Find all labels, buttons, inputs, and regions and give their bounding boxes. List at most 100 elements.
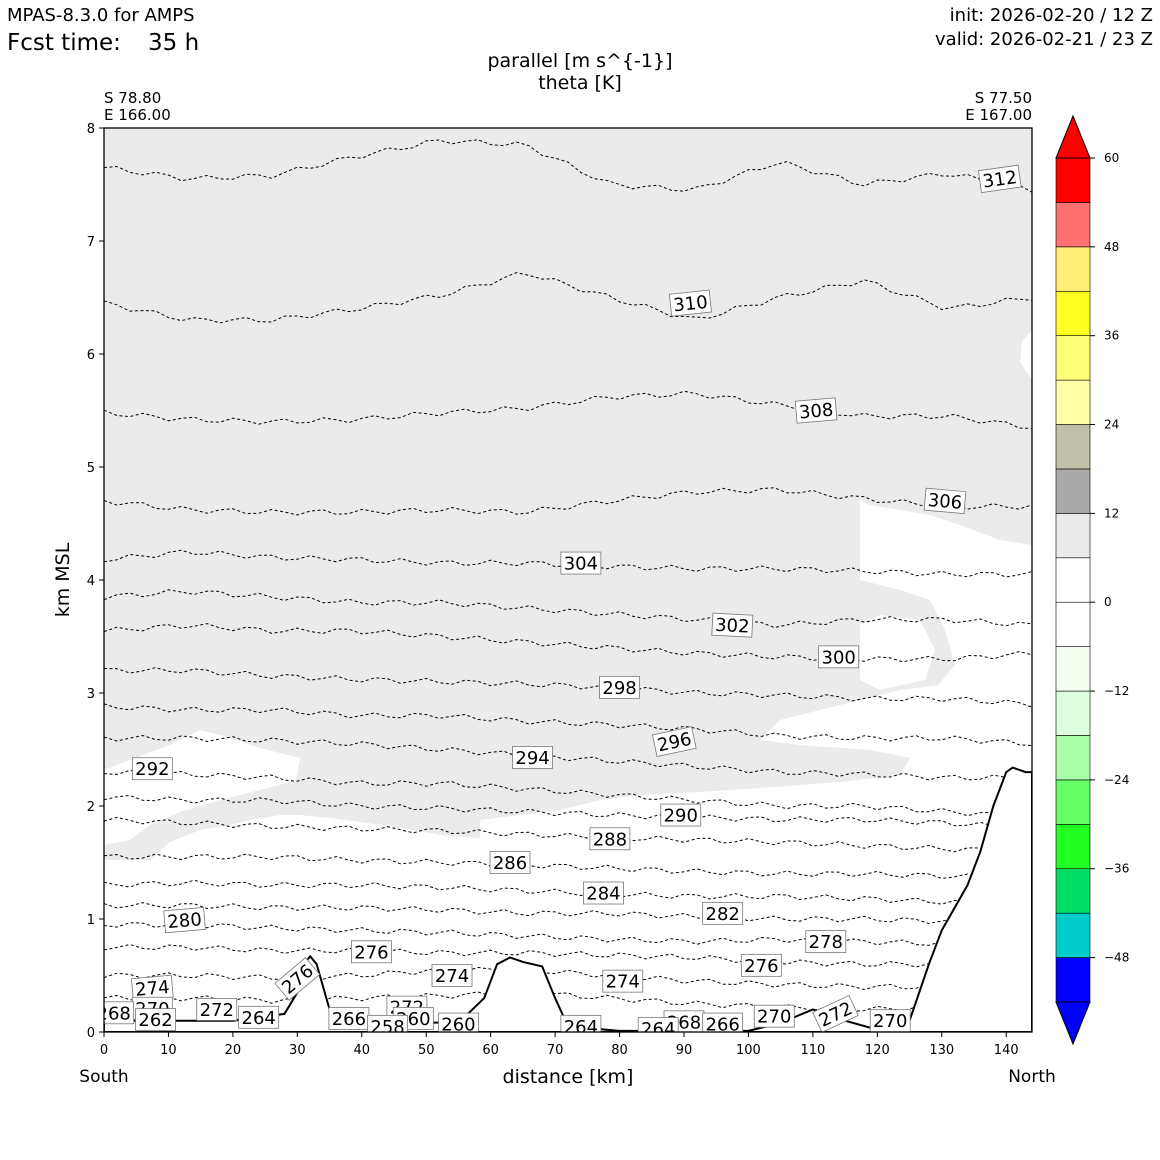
contour-label-290: 290 (660, 803, 702, 827)
contour-label-264: 264 (560, 1014, 602, 1038)
start-longitude: E 166.00 (104, 106, 171, 124)
x-tick-label-30: 30 (289, 1043, 306, 1058)
x-tick-label-90: 90 (676, 1043, 693, 1058)
isentrope-310 (104, 272, 1032, 324)
svg-text:312: 312 (981, 167, 1018, 193)
contour-label-300: 300 (818, 645, 860, 668)
colorbar-segment-17 (1055, 202, 1091, 248)
colorbar-segment-15 (1055, 290, 1091, 336)
init-time: init: 2026-02-20 / 12 Z (949, 5, 1153, 26)
isentrope-306 (104, 487, 1032, 516)
contour-label-270: 270 (753, 1004, 795, 1028)
colorbar-segment-8 (1055, 601, 1091, 647)
svg-text:288: 288 (593, 829, 627, 850)
contour-label-266: 266 (702, 1012, 744, 1032)
colorbar-segment-0 (1055, 957, 1091, 1003)
x-axis-label: distance [km] (503, 1066, 634, 1088)
svg-text:264: 264 (641, 1019, 675, 1040)
svg-text:276: 276 (354, 942, 388, 963)
svg-text:308: 308 (798, 400, 834, 424)
y-axis-ticks: 0 1 2 3 4 5 6 7 8 (87, 122, 104, 1041)
contour-label-266: 266 (328, 1007, 370, 1030)
isentrope-304 (104, 549, 1032, 578)
y-tick-label-0: 0 (87, 1026, 95, 1041)
start-latitude: S 78.80 (104, 89, 161, 107)
svg-text:292: 292 (135, 759, 169, 780)
x-tick-label-50: 50 (418, 1043, 435, 1058)
colorbar-segment-14 (1055, 335, 1091, 381)
colorbar-segment-11 (1055, 468, 1091, 514)
x-tick-label-120: 120 (865, 1043, 890, 1058)
end-longitude: E 167.00 (965, 106, 1032, 124)
svg-text:274: 274 (134, 977, 170, 1001)
terrain-profile (104, 766, 1032, 1032)
south-label: South (79, 1067, 128, 1087)
model-title: MPAS-8.3.0 for AMPS (7, 5, 195, 26)
svg-text:304: 304 (564, 554, 598, 575)
svg-text:306: 306 (927, 490, 963, 514)
colorbar-segment-2 (1055, 868, 1091, 914)
contour-label-294: 294 (512, 746, 553, 769)
contour-label-276: 276 (351, 940, 392, 963)
colorbar-segment-5 (1055, 735, 1091, 781)
svg-text:260: 260 (441, 1015, 475, 1036)
shaded-region-wind-6-12 (104, 128, 1032, 860)
y-axis-label: km MSL (52, 542, 74, 617)
svg-text:258: 258 (370, 1017, 404, 1038)
svg-text:274: 274 (606, 972, 640, 993)
contour-label-306: 306 (923, 487, 967, 515)
x-tick-label-0: 0 (100, 1043, 108, 1058)
colorbar-tick-label-0: 0 (1104, 595, 1112, 609)
contour-label-310: 310 (668, 289, 712, 317)
svg-text:270: 270 (873, 1011, 907, 1032)
svg-text:310: 310 (672, 292, 708, 316)
colorbar-segment-10 (1055, 513, 1091, 559)
x-tick-label-100: 100 (736, 1043, 761, 1058)
x-tick-label-40: 40 (354, 1043, 371, 1058)
contour-label-274: 274 (602, 969, 644, 993)
valid-time: valid: 2026-02-21 / 23 Z (935, 29, 1153, 50)
svg-text:282: 282 (705, 904, 739, 925)
svg-text:272: 272 (200, 1000, 234, 1021)
colorbar-tick-label-48: 48 (1104, 240, 1119, 254)
contour-label-286: 286 (489, 851, 531, 874)
colorbar-segment-6 (1055, 690, 1091, 736)
colorbar-tick-label-−36: −36 (1104, 862, 1129, 876)
svg-text:294: 294 (515, 748, 549, 769)
chart-subtitle: theta [K] (538, 72, 622, 94)
x-tick-label-110: 110 (800, 1043, 825, 1058)
colorbar-segment-12 (1055, 424, 1091, 470)
end-latitude: S 77.50 (975, 89, 1032, 107)
x-tick-label-60: 60 (482, 1043, 499, 1058)
contour-label-264: 264 (637, 1017, 679, 1040)
x-tick-label-80: 80 (611, 1043, 628, 1058)
svg-text:268: 268 (96, 1003, 130, 1024)
svg-text:264: 264 (564, 1017, 598, 1038)
colorbar: 60 48 36 24 12 0 −12 −24 −36 −48 (1055, 114, 1129, 1046)
colorbar-tick-label-−48: −48 (1104, 951, 1129, 965)
svg-text:298: 298 (602, 678, 636, 699)
colorbar-segment-4 (1055, 779, 1091, 825)
colorbar-extend-low (1055, 1001, 1091, 1046)
svg-text:290: 290 (664, 806, 698, 827)
y-tick-label-3: 3 (87, 687, 95, 702)
colorbar-segment-9 (1055, 557, 1091, 603)
clear-patch-2 (860, 615, 935, 690)
svg-text:278: 278 (809, 932, 843, 953)
contour-label-262: 262 (135, 1008, 176, 1031)
svg-text:264: 264 (241, 1008, 275, 1029)
contour-label-296: 296 (652, 726, 697, 757)
x-tick-label-10: 10 (160, 1043, 177, 1058)
contour-label-276: 276 (740, 953, 782, 977)
x-tick-label-70: 70 (547, 1043, 564, 1058)
fcst-time-value: 35 h (148, 30, 200, 56)
contour-label-274: 274 (431, 964, 473, 987)
colorbar-segment-1 (1055, 912, 1091, 958)
svg-text:286: 286 (493, 853, 527, 874)
x-tick-label-140: 140 (994, 1043, 1019, 1058)
colorbar-segment-7 (1055, 646, 1091, 692)
svg-text:266: 266 (332, 1009, 366, 1030)
colorbar-tick-label-12: 12 (1104, 506, 1119, 520)
fcst-time-label: Fcst time: (7, 30, 121, 56)
